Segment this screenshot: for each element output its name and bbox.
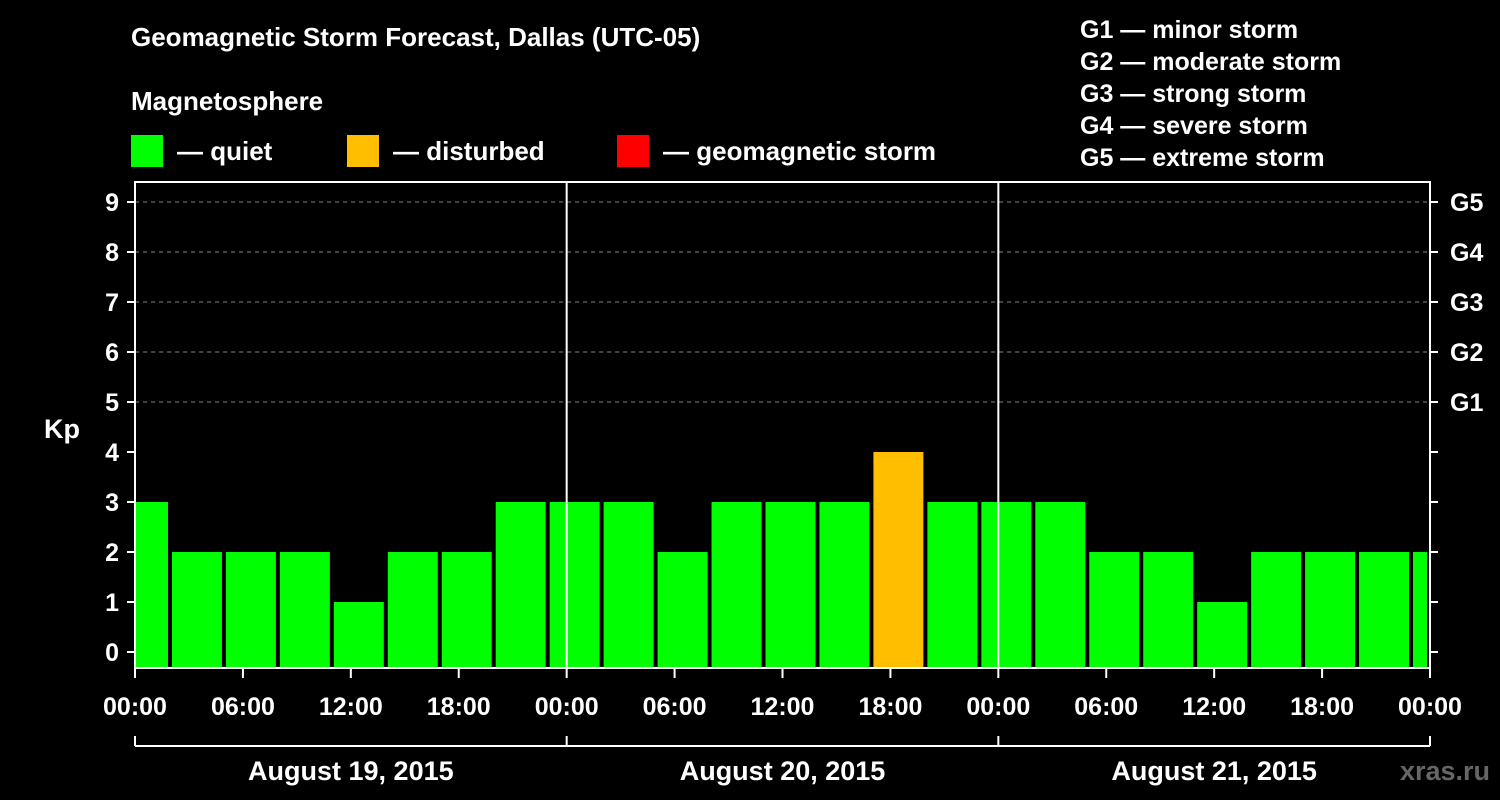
- x-tick-label: 12:00: [1182, 693, 1246, 721]
- y-tick-label: 0: [105, 639, 119, 667]
- day-label: August 21, 2015: [1111, 756, 1317, 786]
- x-tick-label: 06:00: [211, 693, 275, 721]
- kp-bar: [1035, 502, 1086, 668]
- kp-bar: [819, 502, 870, 668]
- x-tick-label: 12:00: [751, 693, 815, 721]
- y-tick-label: 2: [105, 539, 119, 567]
- legend-disturbed-swatch: [347, 135, 379, 167]
- kp-bar: [711, 502, 762, 668]
- x-tick-label: 06:00: [643, 693, 707, 721]
- kp-bar: [279, 552, 330, 668]
- kp-bar: [1143, 552, 1194, 668]
- y-tick-label: 7: [105, 289, 119, 317]
- legend-disturbed: — disturbed: [347, 134, 545, 168]
- legend-storm: — geomagnetic storm: [617, 134, 936, 168]
- y-tick-label: 6: [105, 339, 119, 367]
- kp-bar: [1413, 552, 1427, 668]
- kp-bar: [1251, 552, 1302, 668]
- kp-bar: [927, 502, 978, 668]
- x-tick-label: 06:00: [1074, 693, 1138, 721]
- legend-storm-label: — geomagnetic storm: [663, 135, 937, 166]
- chart-subtitle: Magnetosphere: [131, 86, 324, 116]
- kp-bar: [387, 552, 438, 668]
- y-tick-label: 9: [105, 189, 119, 217]
- g-scale-label: G3: [1450, 289, 1483, 317]
- storm-scale-list: G1 — minor storm G2 — moderate storm G3 …: [1080, 14, 1341, 174]
- x-tick-label: 18:00: [1290, 693, 1354, 721]
- day-label: August 20, 2015: [680, 756, 886, 786]
- kp-bar: [603, 502, 654, 668]
- y-axis-label: Kp: [44, 414, 80, 444]
- legend-disturbed-label: — disturbed: [393, 135, 545, 166]
- y-tick-label: 8: [105, 239, 119, 267]
- storm-scale-g1: G1 — minor storm: [1080, 16, 1299, 44]
- g-scale-label: G4: [1450, 239, 1483, 267]
- watermark: xras.ru: [1399, 756, 1490, 786]
- x-tick-label: 00:00: [1398, 693, 1462, 721]
- legend-quiet-swatch: [131, 135, 163, 167]
- legend-storm-swatch: [617, 135, 649, 167]
- x-tick-label: 00:00: [103, 693, 167, 721]
- y-tick-label: 1: [105, 589, 119, 617]
- kp-bar: [333, 602, 384, 668]
- kp-bar: [981, 502, 1032, 668]
- x-tick-label: 12:00: [319, 693, 383, 721]
- legend-quiet: — quiet: [131, 134, 272, 168]
- storm-scale-g2: G2 — moderate storm: [1080, 48, 1342, 76]
- g-scale-label: G5: [1450, 189, 1483, 217]
- y-tick-label: 5: [105, 389, 119, 417]
- storm-scale-g5: G5 — extreme storm: [1080, 144, 1325, 172]
- y-tick-label: 3: [105, 489, 119, 517]
- kp-bar: [136, 502, 168, 668]
- kp-bar: [1305, 552, 1356, 668]
- legend-quiet-label: — quiet: [177, 135, 273, 166]
- y-tick-label: 4: [105, 439, 119, 467]
- kp-bar: [657, 552, 708, 668]
- day-label: August 19, 2015: [248, 756, 454, 786]
- kp-bar: [873, 452, 924, 668]
- storm-scale-g3: G3 — strong storm: [1080, 80, 1307, 108]
- kp-bar: [765, 502, 816, 668]
- kp-bar: [1197, 602, 1248, 668]
- g-scale-label: G2: [1450, 339, 1483, 367]
- x-tick-label: 18:00: [427, 693, 491, 721]
- g-scale-label: G1: [1450, 389, 1483, 417]
- kp-bar: [1359, 552, 1410, 668]
- kp-bar: [225, 552, 276, 668]
- kp-bar: [1089, 552, 1140, 668]
- storm-scale-g4: G4 — severe storm: [1080, 112, 1308, 140]
- x-tick-label: 18:00: [858, 693, 922, 721]
- x-tick-label: 00:00: [535, 693, 599, 721]
- kp-bar: [549, 502, 600, 668]
- x-tick-label: 00:00: [966, 693, 1030, 721]
- kp-bar: [441, 552, 492, 668]
- kp-bar: [495, 502, 546, 668]
- kp-bar: [171, 552, 222, 668]
- chart-title: Geomagnetic Storm Forecast, Dallas (UTC-…: [131, 22, 701, 52]
